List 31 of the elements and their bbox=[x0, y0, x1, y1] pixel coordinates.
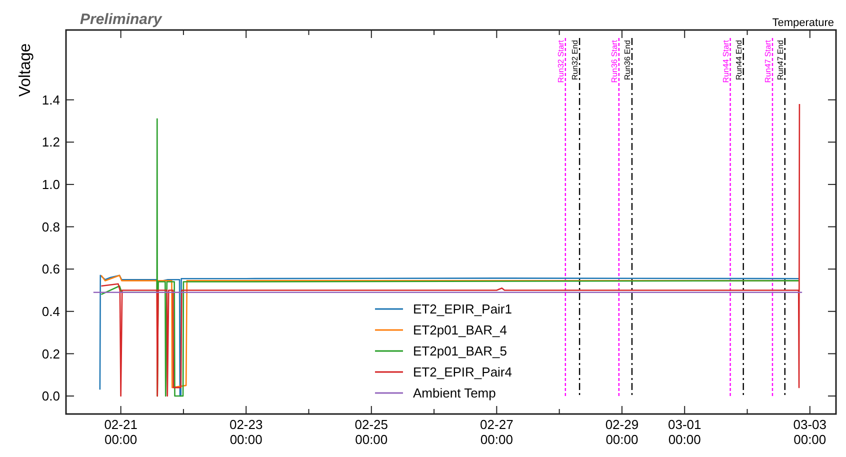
x-tick-label: 03-03 00:00 bbox=[793, 417, 827, 447]
ref-line-label: Run44 Start bbox=[721, 39, 730, 83]
x-tick-label: 02-29 00:00 bbox=[605, 417, 639, 447]
y-tick-label: 0.2 bbox=[42, 346, 60, 362]
ref-line-label: Run47 Start bbox=[763, 39, 772, 83]
legend-label: ET2p01_BAR_5 bbox=[413, 344, 507, 359]
text: Preliminary bbox=[80, 11, 162, 28]
text: Temperature bbox=[772, 17, 834, 29]
y-tick-label: 0.6 bbox=[42, 262, 60, 277]
x-tick-label: 02-27 00:00 bbox=[480, 417, 514, 447]
y-tick-label: 1.0 bbox=[42, 176, 60, 192]
legend-label: Ambient Temp bbox=[413, 386, 496, 401]
x-tick-label: 02-23 00:00 bbox=[229, 417, 263, 447]
x-tick-label: 02-21 00:00 bbox=[104, 417, 138, 447]
ref-line-label: Run36 Start bbox=[610, 39, 619, 83]
x-tick-label: 03-01 00:00 bbox=[668, 417, 702, 447]
ref-line-label: Run47 End bbox=[776, 40, 785, 80]
ref-line-label: Run44 End bbox=[734, 40, 744, 80]
y-tick-label: 0.4 bbox=[42, 304, 60, 319]
legend-label: ET2p01_BAR_4 bbox=[413, 322, 507, 338]
ref-line-label: Run36 End bbox=[622, 40, 632, 80]
y-axis-title: Voltage bbox=[17, 43, 34, 97]
x-tick-label: 02-25 00:00 bbox=[354, 417, 388, 447]
y-tick-label: 1.4 bbox=[42, 92, 60, 108]
legend-label: ET2_EPIR_Pair1 bbox=[413, 302, 512, 317]
ref-line-label: Run32 Start bbox=[556, 39, 566, 83]
y-tick-label: 1.2 bbox=[42, 134, 60, 150]
legend-label: ET2_EPIR_Pair4 bbox=[413, 364, 512, 380]
y-tick-label: 0.8 bbox=[42, 219, 60, 234]
y-tick-label: 0.0 bbox=[42, 388, 60, 404]
ref-line-label: Run32 End bbox=[570, 40, 580, 80]
